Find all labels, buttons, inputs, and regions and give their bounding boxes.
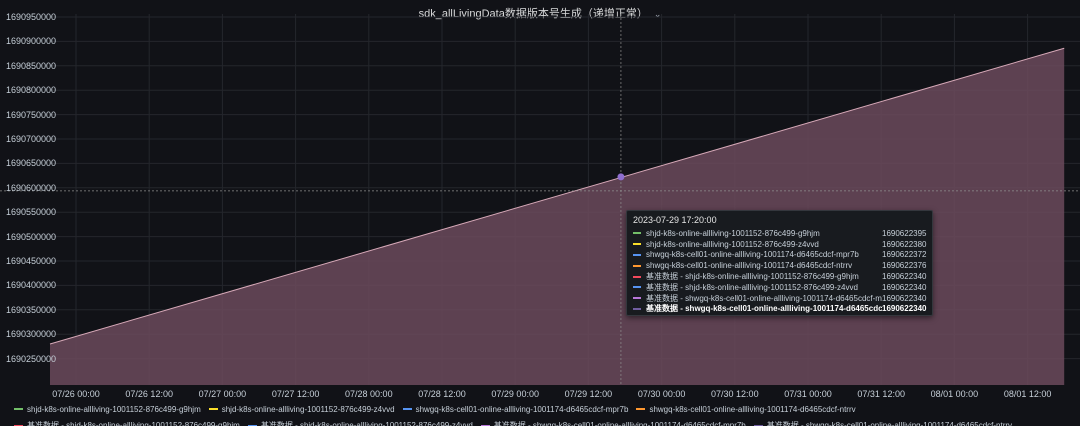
- x-tick-label: 07/28 00:00: [345, 389, 393, 399]
- tooltip-time: 2023-07-29 17:20:00: [633, 215, 717, 225]
- tooltip-series-name: shjd-k8s-online-allliving-1001152-876c49…: [646, 239, 819, 249]
- y-tick-label: 1690900000: [6, 36, 57, 47]
- legend-item[interactable]: shwgq-k8s-cell01-online-allliving-100117…: [636, 402, 856, 417]
- legend-item[interactable]: shjd-k8s-online-allliving-1001152-876c49…: [14, 402, 201, 417]
- x-tick-label: 07/27 00:00: [198, 389, 247, 399]
- y-tick-label: 1690450000: [6, 256, 57, 266]
- y-tick-label: 1690600000: [6, 182, 57, 193]
- x-tick-label: 07/28 12:00: [418, 389, 466, 399]
- tooltip-series-value: 1690622340: [882, 272, 927, 282]
- series-color-swatch: [402, 408, 412, 410]
- series-color-swatch: [480, 424, 490, 426]
- tooltip-row: 基准数据 - shjd-k8s-online-allliving-1001152…: [633, 271, 927, 282]
- series-color-swatch: [633, 253, 641, 256]
- tooltip-series-value: 1690622376: [882, 261, 927, 271]
- tooltip-row: 基准数据 - shwgq-k8s-cell01-online-allliving…: [633, 304, 927, 315]
- tooltip-series-name: 基准数据 - shjd-k8s-online-allliving-1001152…: [646, 282, 858, 292]
- y-tick-label: 1690700000: [6, 134, 57, 144]
- y-tick-label: 1690550000: [6, 207, 57, 218]
- tooltip-series-value: 1690622340: [882, 282, 927, 292]
- tooltip-series-value: 1690622395: [882, 228, 927, 238]
- series-color-swatch: [633, 275, 641, 278]
- series-color-swatch: [633, 297, 641, 300]
- tooltip-rows: shjd-k8s-online-allliving-1001152-876c49…: [633, 228, 927, 315]
- legend-item[interactable]: 基准数据 - shwgq-k8s-cell01-online-allliving…: [753, 418, 1013, 426]
- tooltip-series-name: 基准数据 - shwgq-k8s-cell01-online-allliving…: [646, 293, 882, 303]
- tooltip-series-name: shwgq-k8s-cell01-online-allliving-100117…: [646, 261, 853, 271]
- series-color-swatch: [636, 408, 646, 410]
- y-tick-label: 1690250000: [6, 353, 57, 364]
- legend-item[interactable]: 基准数据 - shjd-k8s-online-allliving-1001152…: [14, 418, 240, 426]
- y-tick-label: 1690850000: [6, 60, 57, 71]
- legend-label: 基准数据 - shwgq-k8s-cell01-online-allliving…: [766, 421, 1013, 426]
- tooltip-series-name: shwgq-k8s-cell01-online-allliving-100117…: [646, 250, 859, 260]
- tooltip-series-value: 1690622340: [882, 304, 927, 314]
- tooltip-row: shjd-k8s-online-allliving-1001152-876c49…: [633, 228, 927, 239]
- tooltip-series-name: 基准数据 - shwgq-k8s-cell01-online-allliving…: [646, 304, 882, 314]
- y-tick-label: 1690950000: [6, 12, 57, 22]
- y-tick-label: 1690800000: [6, 85, 57, 96]
- x-tick-label: 07/31 00:00: [784, 389, 832, 399]
- tooltip-row: 基准数据 - shwgq-k8s-cell01-online-allliving…: [633, 293, 927, 304]
- chevron-down-icon[interactable]: ⌄: [653, 9, 662, 19]
- tooltip-series-name: shjd-k8s-online-allliving-1001152-876c49…: [646, 228, 820, 238]
- x-tick-label: 07/26 12:00: [125, 389, 173, 399]
- legend-label: shwgq-k8s-cell01-online-allliving-100117…: [649, 404, 856, 414]
- tooltip-series-value: 1690622372: [882, 250, 927, 260]
- series-color-swatch: [14, 424, 23, 426]
- tooltip-series-value: 1690622340: [882, 293, 927, 303]
- tooltip-row: shwgq-k8s-cell01-online-allliving-100117…: [633, 250, 927, 261]
- x-tick-label: 07/30 12:00: [711, 389, 759, 399]
- y-tick-label: 1690300000: [6, 329, 57, 340]
- y-tick-label: 1690400000: [6, 280, 57, 291]
- legend-item[interactable]: 基准数据 - shwgq-k8s-cell01-online-allliving…: [480, 418, 746, 426]
- x-tick-label: 07/29 12:00: [564, 389, 613, 399]
- series-color-swatch: [753, 424, 763, 426]
- series-color-swatch: [633, 243, 641, 246]
- legend-label: shjd-k8s-online-allliving-1001152-876c49…: [221, 404, 395, 414]
- hover-point: [617, 173, 625, 181]
- legend-label: 基准数据 - shwgq-k8s-cell01-online-allliving…: [493, 421, 746, 426]
- series-line: [49, 47, 1065, 345]
- series-color-swatch: [247, 424, 257, 426]
- series-color-swatch: [633, 232, 641, 235]
- x-tick-label: 07/31 12:00: [857, 389, 905, 399]
- tooltip-row: shjd-k8s-online-allliving-1001152-876c49…: [633, 239, 927, 250]
- series-color-swatch: [633, 264, 641, 267]
- x-tick-label: 08/01 12:00: [1003, 389, 1052, 399]
- hover-tooltip: 2023-07-29 17:20:00 shjd-k8s-online-alll…: [626, 210, 933, 316]
- tooltip-row: shwgq-k8s-cell01-online-allliving-100117…: [633, 260, 927, 271]
- series-color-swatch: [14, 408, 23, 410]
- y-tick-label: 1690750000: [6, 109, 57, 120]
- series-color-swatch: [633, 307, 641, 310]
- chart-legend: shjd-k8s-online-allliving-1001152-876c49…: [14, 400, 1074, 426]
- y-tick-label: 1690650000: [6, 158, 57, 169]
- chart-plot-area[interactable]: [0, 0, 1080, 400]
- legend-label: shjd-k8s-online-allliving-1001152-876c49…: [27, 404, 201, 414]
- crosshair: [0, 14, 1080, 385]
- legend-label: shwgq-k8s-cell01-online-allliving-100117…: [415, 404, 629, 414]
- series-color-swatch: [633, 286, 641, 289]
- legend-item[interactable]: shjd-k8s-online-allliving-1001152-876c49…: [208, 402, 395, 417]
- series-color-swatch: [208, 408, 218, 410]
- y-tick-label: 1690350000: [6, 304, 57, 315]
- x-tick-label: 07/30 00:00: [637, 389, 686, 399]
- x-tick-label: 07/27 12:00: [271, 389, 320, 399]
- tooltip-row: 基准数据 - shjd-k8s-online-allliving-1001152…: [633, 282, 927, 293]
- legend-item[interactable]: 基准数据 - shjd-k8s-online-allliving-1001152…: [247, 418, 473, 426]
- y-tick-label: 1690500000: [6, 231, 57, 242]
- x-tick-label: 07/29 00:00: [491, 389, 539, 399]
- legend-label: 基准数据 - shjd-k8s-online-allliving-1001152…: [27, 421, 240, 426]
- tooltip-series-name: 基准数据 - shjd-k8s-online-allliving-1001152…: [646, 272, 859, 282]
- tooltip-series-value: 1690622380: [882, 239, 927, 249]
- x-tick-label: 07/26 00:00: [52, 389, 100, 399]
- legend-item[interactable]: shwgq-k8s-cell01-online-allliving-100117…: [402, 402, 629, 417]
- legend-label: 基准数据 - shjd-k8s-online-allliving-1001152…: [260, 421, 473, 426]
- x-tick-label: 08/01 00:00: [930, 389, 979, 399]
